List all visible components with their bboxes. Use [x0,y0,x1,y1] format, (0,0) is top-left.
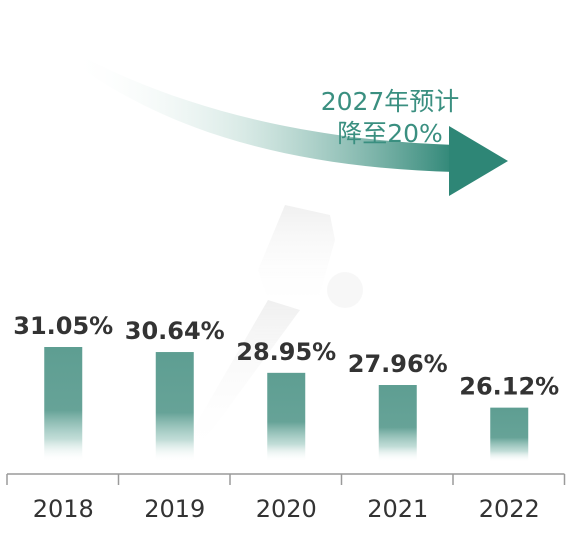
forecast-annotation: 2027年预计 降至20% [300,86,480,150]
value-label-2021: 27.96% [348,350,448,378]
x-axis [6,473,566,485]
bar-2022 [490,407,529,462]
x-tick-label-2021: 2021 [367,495,428,523]
bar-2021 [378,385,417,462]
x-tick-labels: 2018 2019 2020 2021 2022 [33,495,540,523]
value-label-2018: 31.05% [13,312,113,340]
dropper-watermark [178,205,363,460]
value-label-2019: 30.64% [125,317,225,345]
x-tick-label-2022: 2022 [479,495,540,523]
value-label-2020: 28.95% [236,338,336,366]
bar-2019 [155,352,194,462]
bar-2020 [267,372,306,462]
annotation-line-2: 降至20% [337,119,443,148]
bar-2018 [44,347,83,462]
x-tick-label-2020: 2020 [256,495,317,523]
annotation-line-1: 2027年预计 [320,87,460,116]
value-labels-layer: 31.05% 30.64% 28.95% 27.96% 26.12% [13,312,559,401]
trend-arrow [70,50,508,196]
x-tick-label-2018: 2018 [33,495,94,523]
x-tick-label-2019: 2019 [144,495,205,523]
value-label-2022: 26.12% [459,373,559,401]
bars-layer [44,347,529,462]
